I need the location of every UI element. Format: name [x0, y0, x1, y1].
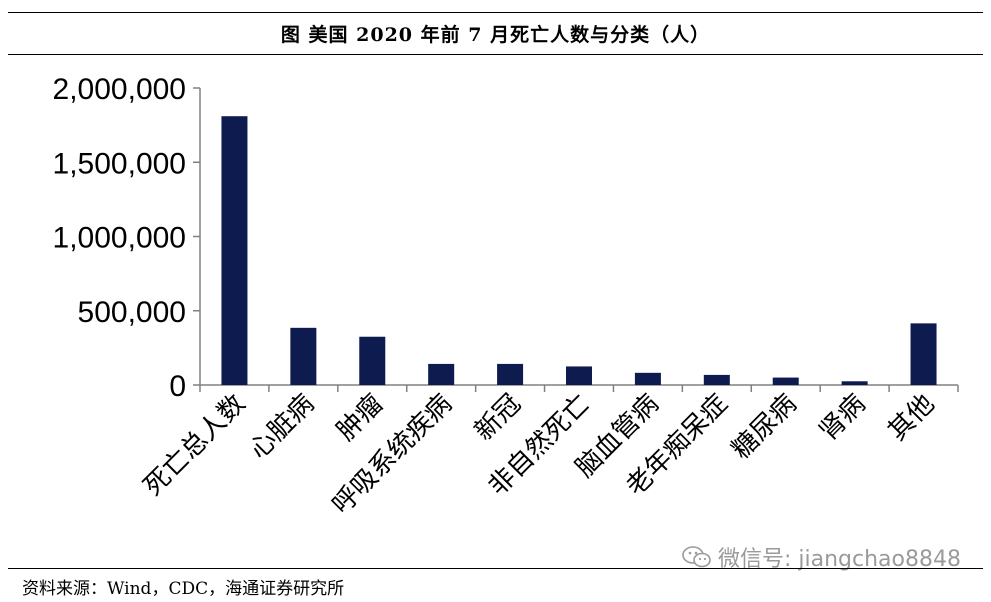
- bar: [428, 363, 455, 385]
- x-tick-label: 其他: [883, 389, 941, 447]
- bar-chart: 0 500,000 1,000,000 1,500,000 2,000,000 死亡总人数…: [53, 73, 959, 521]
- source-note: 资料来源：Wind，CDC，海通证券研究所: [22, 579, 345, 599]
- bar: [359, 336, 386, 385]
- bar: [634, 372, 661, 385]
- bar: [703, 374, 730, 385]
- bar: [910, 323, 937, 385]
- bar: [497, 363, 524, 385]
- bar: [772, 377, 799, 385]
- x-tick-label: 心脏病: [244, 389, 320, 465]
- x-tick-label: 肾病: [814, 389, 872, 447]
- bar: [566, 366, 592, 385]
- x-tick-label: 糖尿病: [726, 389, 802, 465]
- y-tick-label: 500,000: [78, 296, 186, 329]
- x-tick-label: 死亡总人数: [138, 389, 251, 502]
- top-rule: [8, 12, 983, 13]
- wechat-icon: [682, 546, 711, 568]
- title-rule: [8, 54, 983, 55]
- bottom-rule: [8, 568, 983, 569]
- watermark: 微信号: jiangchao8848: [682, 541, 961, 573]
- watermark-text: 微信号: jiangchao8848: [718, 547, 961, 572]
- bar: [221, 116, 248, 385]
- x-tick-label: 肿瘤: [331, 389, 389, 447]
- chart-title: 图 美国 2020 年前 7 月死亡人数与分类（人）: [280, 24, 711, 46]
- bar: [290, 327, 317, 385]
- x-tick-label: 新冠: [469, 389, 527, 447]
- y-tick-label: 1,500,000: [53, 147, 186, 180]
- x-tick-label: 呼吸系统疾病: [327, 389, 459, 521]
- y-tick-label: 0: [169, 370, 186, 403]
- bar: [841, 381, 868, 385]
- y-tick-label: 2,000,000: [53, 73, 186, 106]
- y-tick-label: 1,000,000: [53, 222, 186, 255]
